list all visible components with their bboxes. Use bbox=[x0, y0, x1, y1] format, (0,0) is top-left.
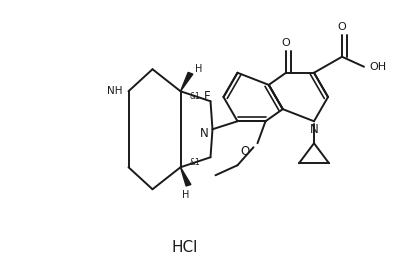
Text: N: N bbox=[200, 127, 209, 140]
Text: H: H bbox=[195, 64, 202, 74]
Text: O: O bbox=[338, 22, 346, 32]
Text: OH: OH bbox=[370, 62, 386, 72]
Text: F: F bbox=[204, 90, 211, 104]
Text: NH: NH bbox=[107, 86, 122, 96]
Text: H: H bbox=[182, 190, 189, 200]
Text: O: O bbox=[240, 145, 249, 158]
Text: &1: &1 bbox=[189, 158, 200, 167]
Text: O: O bbox=[282, 38, 291, 48]
Polygon shape bbox=[181, 167, 191, 186]
Text: HCl: HCl bbox=[172, 241, 198, 255]
Text: &1: &1 bbox=[189, 92, 200, 101]
Text: N: N bbox=[310, 123, 318, 136]
Polygon shape bbox=[181, 72, 193, 91]
